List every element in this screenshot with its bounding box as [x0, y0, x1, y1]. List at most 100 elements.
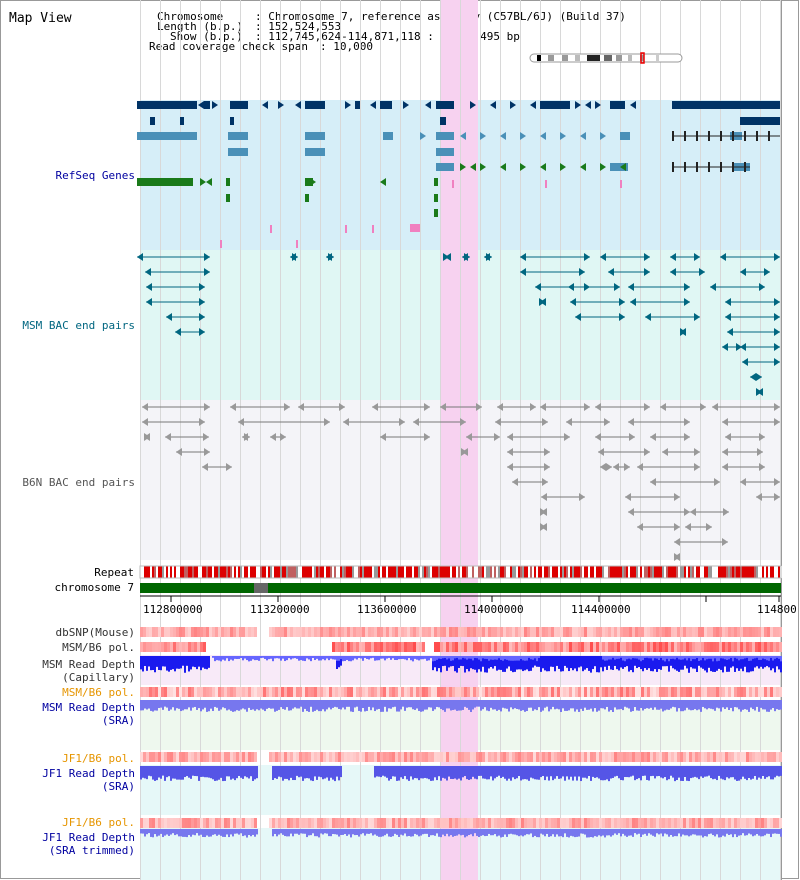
depth-bar	[254, 700, 256, 711]
depth-bar	[378, 829, 380, 837]
depth-bar	[742, 656, 744, 660]
depth-bar	[736, 656, 738, 669]
depth-bar	[550, 656, 552, 667]
heat-cell	[440, 627, 443, 637]
depth-bar	[462, 700, 464, 710]
track-label-jf1-depth-trim: JF1 Read Depth	[42, 831, 135, 844]
repeat-element	[474, 566, 476, 578]
depth-bar	[704, 656, 706, 671]
heat-cell	[581, 752, 584, 762]
gene-exon	[540, 101, 570, 109]
heat-cell	[752, 687, 755, 697]
heat-cell	[203, 687, 206, 697]
heat-cell	[368, 752, 371, 762]
depth-bar	[218, 766, 220, 780]
depth-bar	[194, 656, 196, 668]
heat-cell	[683, 627, 686, 637]
depth-bar	[500, 829, 502, 838]
depth-bar	[262, 700, 264, 710]
heat-cell	[542, 627, 545, 637]
gene-arrow	[625, 493, 631, 501]
chromosome-bar	[140, 583, 781, 593]
depth-bar	[636, 656, 638, 669]
depth-bar	[438, 766, 440, 777]
depth-bar	[694, 829, 696, 835]
depth-bar	[288, 700, 290, 711]
gene-arrow	[720, 253, 726, 261]
depth-bar	[778, 766, 780, 777]
gene-arrow	[520, 268, 526, 276]
depth-bar	[446, 656, 448, 671]
depth-bar	[632, 656, 634, 673]
depth-bar	[218, 829, 220, 835]
gene-arrow	[145, 268, 151, 276]
heat-cell	[548, 752, 551, 762]
depth-bar	[692, 656, 694, 669]
heat-cell	[488, 752, 491, 762]
depth-bar	[768, 656, 770, 668]
gene-arrow	[598, 448, 604, 456]
gene-arrow	[510, 101, 516, 109]
heat-cell	[179, 642, 182, 652]
heat-cell	[188, 687, 191, 697]
gene-arrow	[440, 403, 446, 411]
depth-bar	[466, 656, 468, 660]
heat-cell	[749, 752, 752, 762]
repeat-element	[612, 566, 614, 578]
depth-bar	[458, 656, 460, 660]
gene-arrow	[507, 448, 513, 456]
depth-bar	[164, 700, 166, 707]
repeat-element	[214, 566, 216, 578]
depth-bar	[168, 656, 170, 672]
depth-bar	[420, 656, 422, 660]
depth-bar	[762, 829, 764, 837]
depth-bar	[414, 656, 416, 659]
repeat-element	[428, 566, 430, 578]
depth-bar	[762, 656, 764, 669]
depth-bar	[428, 766, 430, 780]
heat-cell	[476, 687, 479, 697]
repeat-element	[270, 566, 272, 578]
depth-bar	[224, 766, 226, 781]
heat-cell	[665, 818, 668, 828]
depth-bar	[718, 656, 720, 669]
depth-bar	[612, 829, 614, 836]
depth-bar	[204, 700, 206, 708]
gene-exon	[230, 117, 234, 125]
repeat-element	[764, 566, 766, 578]
depth-bar	[460, 700, 462, 711]
heat-cell	[206, 818, 209, 828]
heat-cell	[335, 687, 338, 697]
heat-cell	[380, 627, 383, 637]
repeat-element	[328, 566, 330, 578]
gene-arrow	[280, 433, 286, 441]
heat-cell	[749, 627, 752, 637]
heat-cell	[317, 687, 320, 697]
depth-bar	[250, 656, 252, 661]
gene-arrow	[700, 403, 706, 411]
depth-bar	[610, 656, 612, 670]
depth-bar	[682, 829, 684, 835]
depth-bar	[158, 766, 160, 778]
repeat-element	[306, 566, 308, 578]
heat-cell	[443, 687, 446, 697]
heat-cell	[656, 752, 659, 762]
gene-arrow	[540, 523, 546, 531]
depth-bar	[486, 656, 488, 673]
heat-cell	[506, 627, 509, 637]
repeat-element	[478, 566, 480, 578]
gene-exon	[436, 132, 454, 140]
repeat-element	[234, 566, 236, 578]
depth-bar	[142, 829, 144, 834]
depth-bar	[612, 656, 614, 671]
heat-cell	[758, 752, 761, 762]
depth-bar	[770, 656, 772, 671]
gene-arrow	[140, 132, 146, 140]
heat-cell	[770, 627, 773, 637]
depth-bar	[526, 656, 528, 670]
heat-cell	[698, 627, 701, 637]
gene-arrow	[424, 433, 430, 441]
heat-cell	[536, 818, 539, 828]
repeat-element	[654, 566, 656, 578]
